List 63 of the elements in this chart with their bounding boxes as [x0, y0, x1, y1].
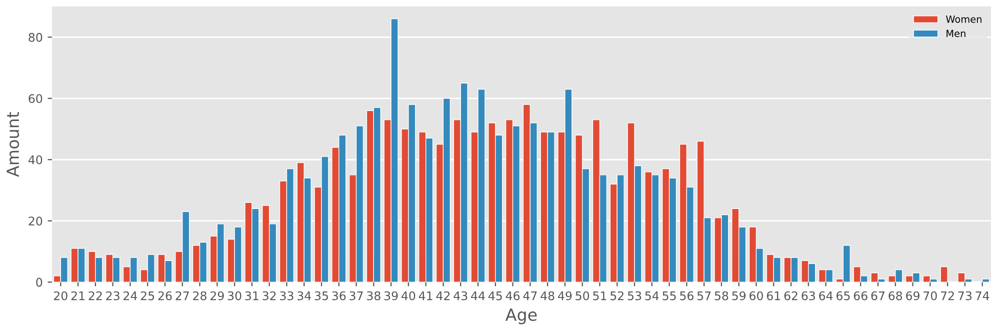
y-tick-label: 20 — [28, 216, 42, 226]
x-tick-label: 31 — [245, 291, 258, 300]
x-tick-label: 23 — [106, 291, 120, 300]
x-tick-label: 74 — [976, 291, 990, 300]
x-tick-label: 39 — [384, 291, 398, 300]
x-tick-label: 21 — [71, 291, 84, 300]
y-tick-label: 40 — [28, 155, 42, 164]
x-tick-label: 62 — [784, 291, 798, 300]
x-tick-label: 54 — [645, 291, 659, 300]
y-tick-label: 60 — [28, 94, 42, 104]
x-tick-label: 57 — [697, 291, 711, 300]
x-tick-label: 68 — [888, 291, 902, 300]
x-tick-label: 34 — [297, 291, 311, 300]
x-tick-label: 36 — [332, 291, 346, 300]
x-tick-label: 64 — [819, 291, 833, 300]
x-tick-label: 70 — [924, 291, 937, 300]
x-tick-label: 61 — [766, 291, 780, 300]
legend-label: Men — [946, 30, 966, 38]
y-axis-title: Amount — [6, 112, 20, 177]
x-tick-label: 38 — [367, 291, 380, 300]
x-tick-label: 27 — [176, 291, 189, 300]
y-tick-label: 80 — [28, 32, 42, 42]
x-tick-label: 51 — [593, 291, 606, 300]
x-tick-label: 26 — [158, 291, 172, 300]
x-tick-label: 60 — [750, 291, 763, 300]
y-tick-label: 0 — [36, 278, 42, 287]
legend-label: Women — [946, 16, 982, 23]
x-tick-label: 49 — [558, 291, 572, 300]
x-tick-label: 66 — [854, 291, 868, 300]
x-tick-label: 52 — [610, 291, 624, 300]
x-tick-label: 46 — [506, 291, 520, 300]
x-tick-label: 63 — [802, 291, 815, 300]
x-tick-label: 35 — [314, 291, 328, 300]
x-tick-label: 69 — [906, 291, 920, 300]
x-tick-label: 44 — [471, 291, 485, 300]
x-tick-label: 43 — [454, 291, 468, 300]
x-tick-label: 41 — [418, 291, 432, 300]
x-tick-label: 42 — [436, 291, 450, 300]
x-tick-label: 24 — [124, 291, 138, 300]
x-tick-label: 53 — [628, 291, 642, 300]
x-tick-label: 72 — [940, 291, 954, 300]
x-tick-label: 20 — [54, 291, 68, 300]
x-tick-label: 37 — [350, 291, 363, 300]
x-tick-label: 25 — [140, 291, 154, 300]
x-tick-label: 58 — [714, 291, 728, 300]
x-tick-label: 28 — [193, 291, 206, 300]
x-tick-label: 29 — [210, 291, 224, 300]
x-tick-label: 55 — [662, 291, 676, 300]
x-tick-label: 40 — [402, 291, 416, 300]
x-tick-label: 45 — [488, 291, 502, 300]
x-tick-label: 59 — [732, 291, 746, 300]
x-axis-title: Age — [505, 308, 537, 324]
x-tick-label: 65 — [836, 291, 850, 300]
x-tick-label: 73 — [958, 291, 972, 300]
x-tick-label: 22 — [88, 291, 102, 300]
x-tick-label: 56 — [680, 291, 694, 300]
x-tick-label: 33 — [280, 291, 294, 300]
x-tick-label: 67 — [871, 291, 884, 300]
x-tick-label: 48 — [540, 291, 554, 300]
x-tick-label: 50 — [576, 291, 590, 300]
x-tick-label: 32 — [262, 291, 276, 300]
x-tick-label: 47 — [523, 291, 537, 300]
x-tick-label: 30 — [228, 291, 242, 300]
